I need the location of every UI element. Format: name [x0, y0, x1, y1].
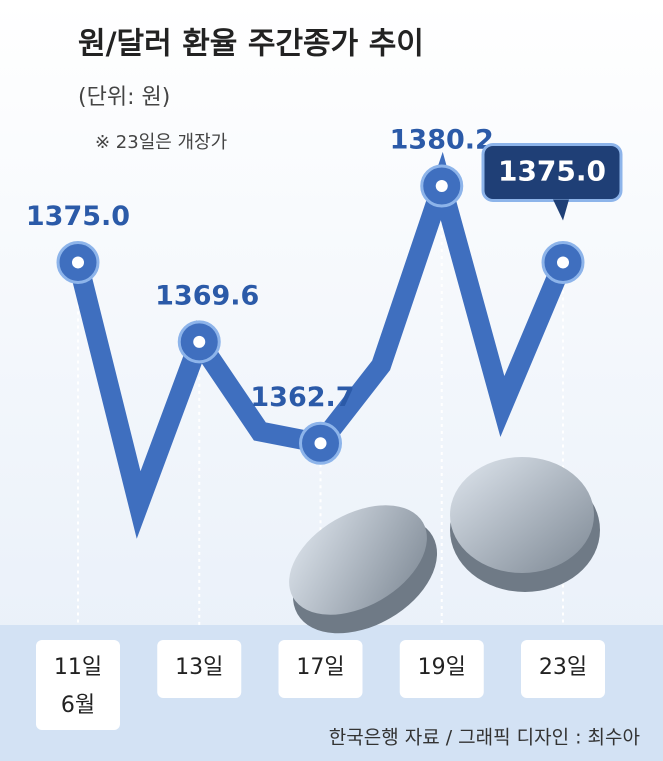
x-sublabel: 6월	[61, 693, 95, 718]
note: ※ 23일은 개장가	[95, 132, 227, 153]
point-center	[435, 180, 448, 192]
subtitle: (단위: 원)	[78, 85, 170, 110]
source: 한국은행 자료 / 그래픽 디자인 : 최수아	[329, 727, 640, 749]
chart-title: 원/달러 환율 주간종가 추이	[78, 27, 424, 62]
coins	[289, 457, 600, 634]
point-center	[193, 335, 206, 348]
callout	[481, 142, 623, 202]
value-label: 1369.6	[155, 280, 259, 311]
point-center	[557, 256, 569, 269]
x-label-box	[157, 640, 242, 698]
x-tick-label: 11일	[54, 655, 102, 680]
x-label-box	[36, 640, 120, 730]
point-center	[314, 437, 327, 450]
x-tick-label: 23일	[539, 655, 587, 680]
callout-tail	[553, 199, 569, 221]
value-label: 1375.0	[26, 201, 130, 232]
coin-face	[289, 505, 427, 615]
value-label: 1380.2	[390, 125, 494, 156]
x-tick-label: 13일	[175, 655, 223, 680]
x-label-box	[278, 640, 363, 698]
x-label-box	[521, 640, 605, 698]
coin-face	[450, 457, 594, 573]
x-tick-label: 19일	[418, 655, 466, 680]
x-tick-label: 17일	[296, 655, 344, 680]
value-label: 1375.0	[498, 154, 606, 187]
x-label-box	[399, 640, 484, 698]
point-center	[72, 256, 84, 269]
value-label: 1362.7	[250, 382, 354, 413]
